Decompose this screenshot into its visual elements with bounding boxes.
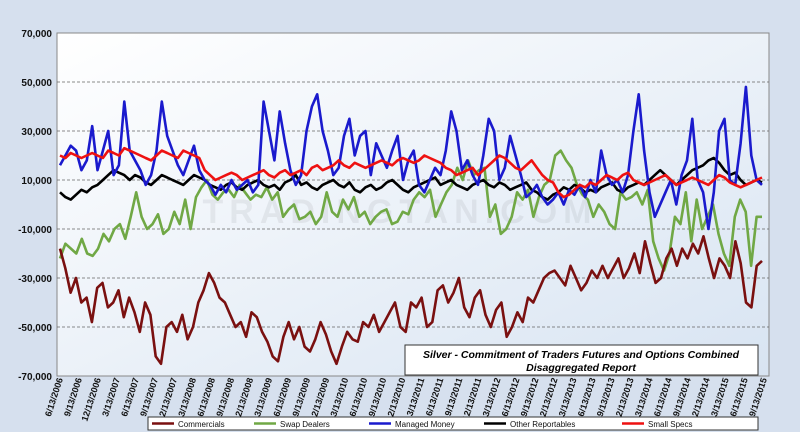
y-axis-ticks: 70,000 50,000 30,000 10,000 -10,000 -30,000 -5… bbox=[18, 29, 52, 383]
title-box-frame bbox=[404, 344, 759, 376]
y-tick-label: 50,000 bbox=[21, 78, 52, 89]
gridlines bbox=[57, 81, 769, 328]
y-tick-label: -30,000 bbox=[18, 274, 52, 285]
y-tick-label: -10,000 bbox=[18, 225, 52, 236]
title-box: Silver - Commitment of Traders Futures a… bbox=[404, 344, 759, 376]
legend-label-commercials: Commercials bbox=[178, 420, 225, 429]
y-tick-label: -50,000 bbox=[18, 323, 52, 334]
series-layer bbox=[58, 85, 763, 366]
legend-label-managed-money: Managed Money bbox=[395, 420, 455, 429]
watermark: TRADINGTAN.COM bbox=[203, 193, 598, 231]
y-tick-label: 10,000 bbox=[21, 176, 52, 187]
chart-title-line-1: Silver - Commitment of Traders Futures a… bbox=[423, 349, 740, 361]
legend-frame bbox=[147, 416, 759, 431]
series-line-commercials bbox=[58, 235, 763, 366]
series-line-swap-dealers bbox=[58, 149, 762, 272]
legend: Commercials Swap Dealers Managed Money Othe… bbox=[147, 416, 759, 431]
y-tick-label: 70,000 bbox=[21, 29, 52, 40]
series-line-small-specs bbox=[59, 146, 763, 199]
legend-label-other-reportables: Other Reportables bbox=[510, 420, 575, 429]
legend-label-swap-dealers: Swap Dealers bbox=[280, 420, 330, 429]
y-tick-label: -70,000 bbox=[18, 372, 52, 383]
chart-title-line-2: Disaggregated Report bbox=[526, 362, 636, 374]
y-tick-label: 30,000 bbox=[21, 127, 52, 138]
series-line-managed-money bbox=[58, 85, 763, 231]
legend-label-small-specs: Small Specs bbox=[648, 420, 692, 429]
